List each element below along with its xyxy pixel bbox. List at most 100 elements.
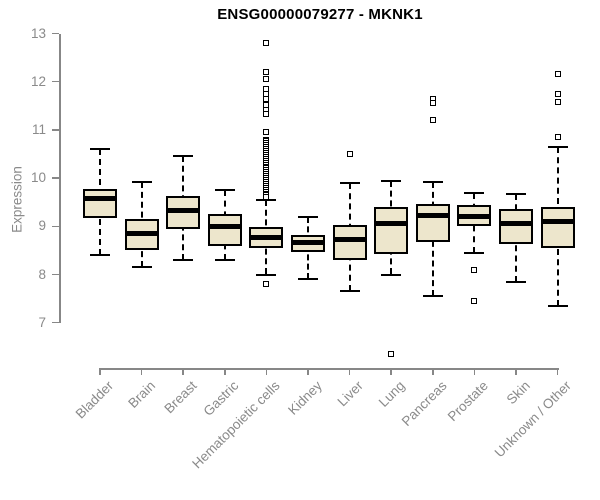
x-axis-tick [182, 368, 184, 375]
x-axis-tick [348, 368, 351, 375]
lower-whisker-cap-breast [173, 259, 194, 262]
outlier-hematopoietic-cells [263, 76, 270, 83]
outlier-unknown-other [554, 134, 561, 141]
y-axis-tick [52, 225, 59, 228]
lower-whisker-cap-bladder [90, 254, 110, 257]
y-tick-label: 11 [31, 121, 46, 137]
outlier-unknown-other [554, 98, 561, 105]
upper-whisker-cap-prostate [464, 191, 485, 194]
y-tick-label: 13 [30, 25, 46, 41]
upper-whisker-cap-skin [506, 193, 526, 195]
outlier-prostate [471, 298, 478, 304]
outlier-unknown-other [554, 71, 561, 78]
x-tick-label-prostate: Prostate [444, 378, 492, 425]
x-axis-tick [224, 368, 226, 375]
x-axis-tick [99, 368, 101, 375]
y-axis-tick [52, 273, 59, 276]
y-axis-line [59, 33, 61, 323]
x-tick-label-brain: Brain [125, 378, 159, 411]
y-axis-tick [52, 321, 59, 324]
y-tick-label: 7 [38, 314, 46, 330]
x-tick-label-bladder: Bladder [73, 378, 117, 422]
upper-whisker-cap-gastric [214, 189, 235, 192]
x-axis-tick [390, 368, 392, 375]
outlier-liver [346, 151, 353, 157]
outlier-pancreas [429, 100, 436, 107]
lower-whisker-cap-gastric [214, 259, 235, 262]
lower-whisker-cap-kidney [298, 278, 318, 281]
x-axis-tick [140, 368, 143, 375]
outlier-lung [388, 351, 395, 358]
box-gastric [207, 214, 242, 246]
x-tick-label-skin: Skin [503, 378, 533, 408]
y-axis-tick [52, 129, 59, 131]
y-tick-label: 9 [38, 218, 46, 234]
outlier-hematopoietic-cells [263, 69, 270, 76]
x-axis-tick [556, 368, 559, 375]
y-tick-label: 12 [30, 73, 46, 89]
median-hematopoietic-cells [249, 235, 284, 241]
median-unknown-other [540, 218, 575, 224]
outlier-unknown-other [554, 90, 561, 97]
y-axis-title: Expression [9, 166, 25, 233]
lower-whisker-cap-skin [506, 280, 526, 283]
median-pancreas [415, 213, 450, 219]
median-breast [166, 207, 201, 213]
y-tick-label: 10 [30, 170, 46, 186]
lower-whisker-cap-pancreas [422, 295, 443, 298]
outlier-hematopoietic-cells [263, 281, 270, 288]
median-lung [374, 221, 409, 227]
box-skin [499, 209, 533, 245]
upper-whisker-cap-pancreas [422, 180, 443, 183]
median-gastric [207, 223, 242, 229]
upper-whisker-cap-bladder [90, 148, 110, 151]
x-tick-label-lung: Lung [375, 378, 408, 410]
outlier-hematopoietic-cells [263, 110, 270, 117]
median-brain [124, 231, 159, 237]
y-axis-tick [52, 177, 59, 179]
lower-whisker-cap-brain [131, 266, 152, 269]
x-axis-line [100, 368, 560, 370]
box-unknown-other [540, 207, 575, 248]
lower-whisker-cap-prostate [464, 251, 485, 254]
y-axis-tick [52, 80, 59, 83]
upper-whisker-cap-breast [173, 155, 194, 158]
box-lung [374, 207, 409, 255]
outlier-hematopoietic-cells [263, 40, 270, 47]
median-liver [332, 237, 367, 243]
outlier-hematopoietic-cells [263, 129, 270, 136]
x-tick-label-kidney: Kidney [284, 378, 325, 418]
x-tick-label-breast: Breast [161, 378, 200, 417]
upper-whisker-cap-lung [381, 179, 402, 182]
outlier-hematopoietic-cells [263, 194, 270, 201]
x-axis-tick [307, 368, 309, 375]
y-axis-tick [52, 32, 59, 35]
outlier-prostate [471, 266, 478, 273]
lower-whisker-cap-liver [339, 290, 360, 293]
median-kidney [291, 239, 325, 245]
x-axis-tick [473, 368, 476, 375]
x-axis-tick [432, 368, 434, 375]
outlier-hematopoietic-cells [263, 95, 270, 102]
upper-whisker-cap-kidney [298, 215, 318, 218]
x-axis-tick [265, 368, 268, 375]
box-bladder [83, 189, 117, 218]
lower-whisker-cap-lung [381, 273, 402, 276]
x-tick-label-pancreas: Pancreas [398, 378, 450, 429]
x-tick-label-liver: Liver [334, 378, 367, 410]
lower-whisker-cap-unknown-other [547, 304, 568, 307]
x-tick-label-unknown-other: Unknown / Other [491, 378, 575, 461]
box-liver [332, 225, 367, 261]
y-tick-label: 8 [38, 266, 46, 282]
x-axis-tick [515, 368, 517, 375]
upper-whisker-cap-liver [339, 181, 360, 184]
upper-whisker-cap-brain [131, 180, 152, 183]
median-bladder [83, 196, 117, 202]
chart-title: ENSG00000079277 - MKNK1 [217, 6, 423, 23]
median-prostate [457, 214, 492, 220]
outlier-pancreas [429, 117, 436, 124]
median-skin [499, 221, 533, 227]
box-pancreas [415, 203, 450, 242]
x-tick-label-gastric: Gastric [200, 378, 242, 419]
